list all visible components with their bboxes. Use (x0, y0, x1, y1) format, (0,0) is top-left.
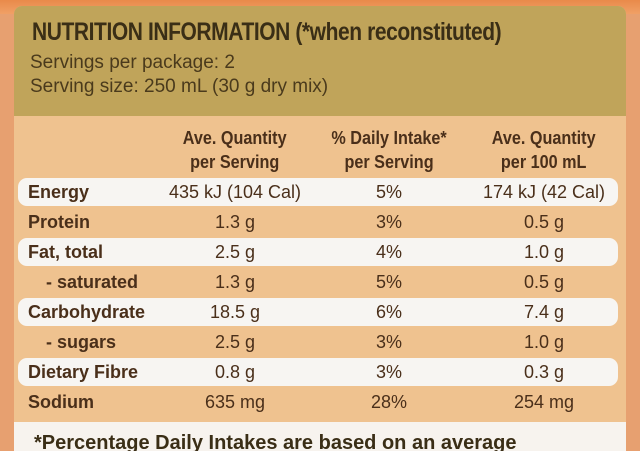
footnote-band: *Percentage Daily Intakes are based on a… (14, 422, 626, 451)
cell-per-serving: 1.3 g (214, 272, 256, 292)
servings-per-package: Servings per package: 2 (30, 52, 235, 73)
cell-per-100ml: 1.0 g (523, 242, 565, 262)
column-header-line: per 100 mL (501, 152, 587, 172)
table-row-energy: Energy 435 kJ (104 Cal) 5% 174 kJ (42 Ca… (18, 178, 618, 206)
cell-per-100ml: 0.5 g (523, 272, 565, 292)
cell-per-100ml: 174 kJ (42 Cal) (482, 182, 606, 202)
cell-daily-intake: 3% (375, 332, 402, 352)
cell-per-100ml: 254 mg (513, 392, 575, 412)
cell-per-serving: 635 mg (204, 392, 266, 412)
cell-per-serving: 2.5 g (214, 242, 256, 262)
panel-header: NUTRITION INFORMATION (*when reconstitut… (14, 6, 626, 116)
cell-daily-intake: 6% (375, 302, 402, 322)
table-row-dietary-fibre: Dietary Fibre 0.8 g 3% 0.3 g (18, 358, 618, 386)
cell-daily-intake: 5% (375, 182, 402, 202)
panel-title: NUTRITION INFORMATION (*when reconstitut… (32, 18, 502, 46)
table-row-fat-total: Fat, total 2.5 g 4% 1.0 g (18, 238, 618, 266)
cell-per-100ml: 0.3 g (523, 362, 565, 382)
cell-per-100ml: 1.0 g (523, 332, 565, 352)
cell-per-100ml: 7.4 g (523, 302, 565, 322)
row-label: - saturated (46, 272, 139, 292)
cell-per-serving: 435 kJ (104 Cal) (168, 182, 302, 202)
row-label: Carbohydrate (28, 302, 146, 322)
cell-daily-intake: 3% (375, 362, 402, 382)
row-label: Energy (28, 182, 90, 202)
table-row-protein: Protein 1.3 g 3% 0.5 g (18, 208, 618, 236)
cell-per-serving: 0.8 g (214, 362, 256, 382)
footnote-text: *Percentage Daily Intakes are based on a… (34, 432, 517, 451)
column-header-daily-intake: % Daily Intake* per Serving (314, 126, 464, 174)
column-header-per-100ml: Ave. Quantity per 100 mL (476, 126, 612, 174)
column-header-per-serving: Ave. Quantity per Serving (160, 126, 310, 174)
cell-daily-intake: 5% (375, 272, 402, 292)
table-row-sodium: Sodium 635 mg 28% 254 mg (18, 388, 618, 416)
column-header-line: Ave. Quantity (492, 128, 596, 148)
column-header-line: Ave. Quantity (183, 128, 287, 148)
serving-size: Serving size: 250 mL (30 g dry mix) (30, 76, 329, 97)
cell-daily-intake: 28% (370, 392, 408, 412)
row-label: - sugars (46, 332, 117, 352)
cell-per-serving: 1.3 g (214, 212, 256, 232)
nutrition-panel: NUTRITION INFORMATION (*when reconstitut… (14, 6, 626, 451)
cell-per-serving: 18.5 g (209, 302, 261, 322)
row-label: Sodium (28, 392, 94, 412)
cell-daily-intake: 3% (375, 212, 402, 232)
row-label: Dietary Fibre (28, 362, 139, 382)
cell-per-serving: 2.5 g (214, 332, 256, 352)
column-header-line: % Daily Intake* (331, 128, 447, 148)
column-header-line: per Serving (190, 152, 280, 172)
table-row-saturated: - saturated 1.3 g 5% 0.5 g (18, 268, 618, 296)
table-row-sugars: - sugars 2.5 g 3% 1.0 g (18, 328, 618, 356)
table-row-carbohydrate: Carbohydrate 18.5 g 6% 7.4 g (18, 298, 618, 326)
cell-daily-intake: 4% (375, 242, 402, 262)
column-header-line: per Serving (344, 152, 434, 172)
row-label: Fat, total (28, 242, 103, 262)
cell-per-100ml: 0.5 g (523, 212, 565, 232)
row-label: Protein (28, 212, 91, 232)
